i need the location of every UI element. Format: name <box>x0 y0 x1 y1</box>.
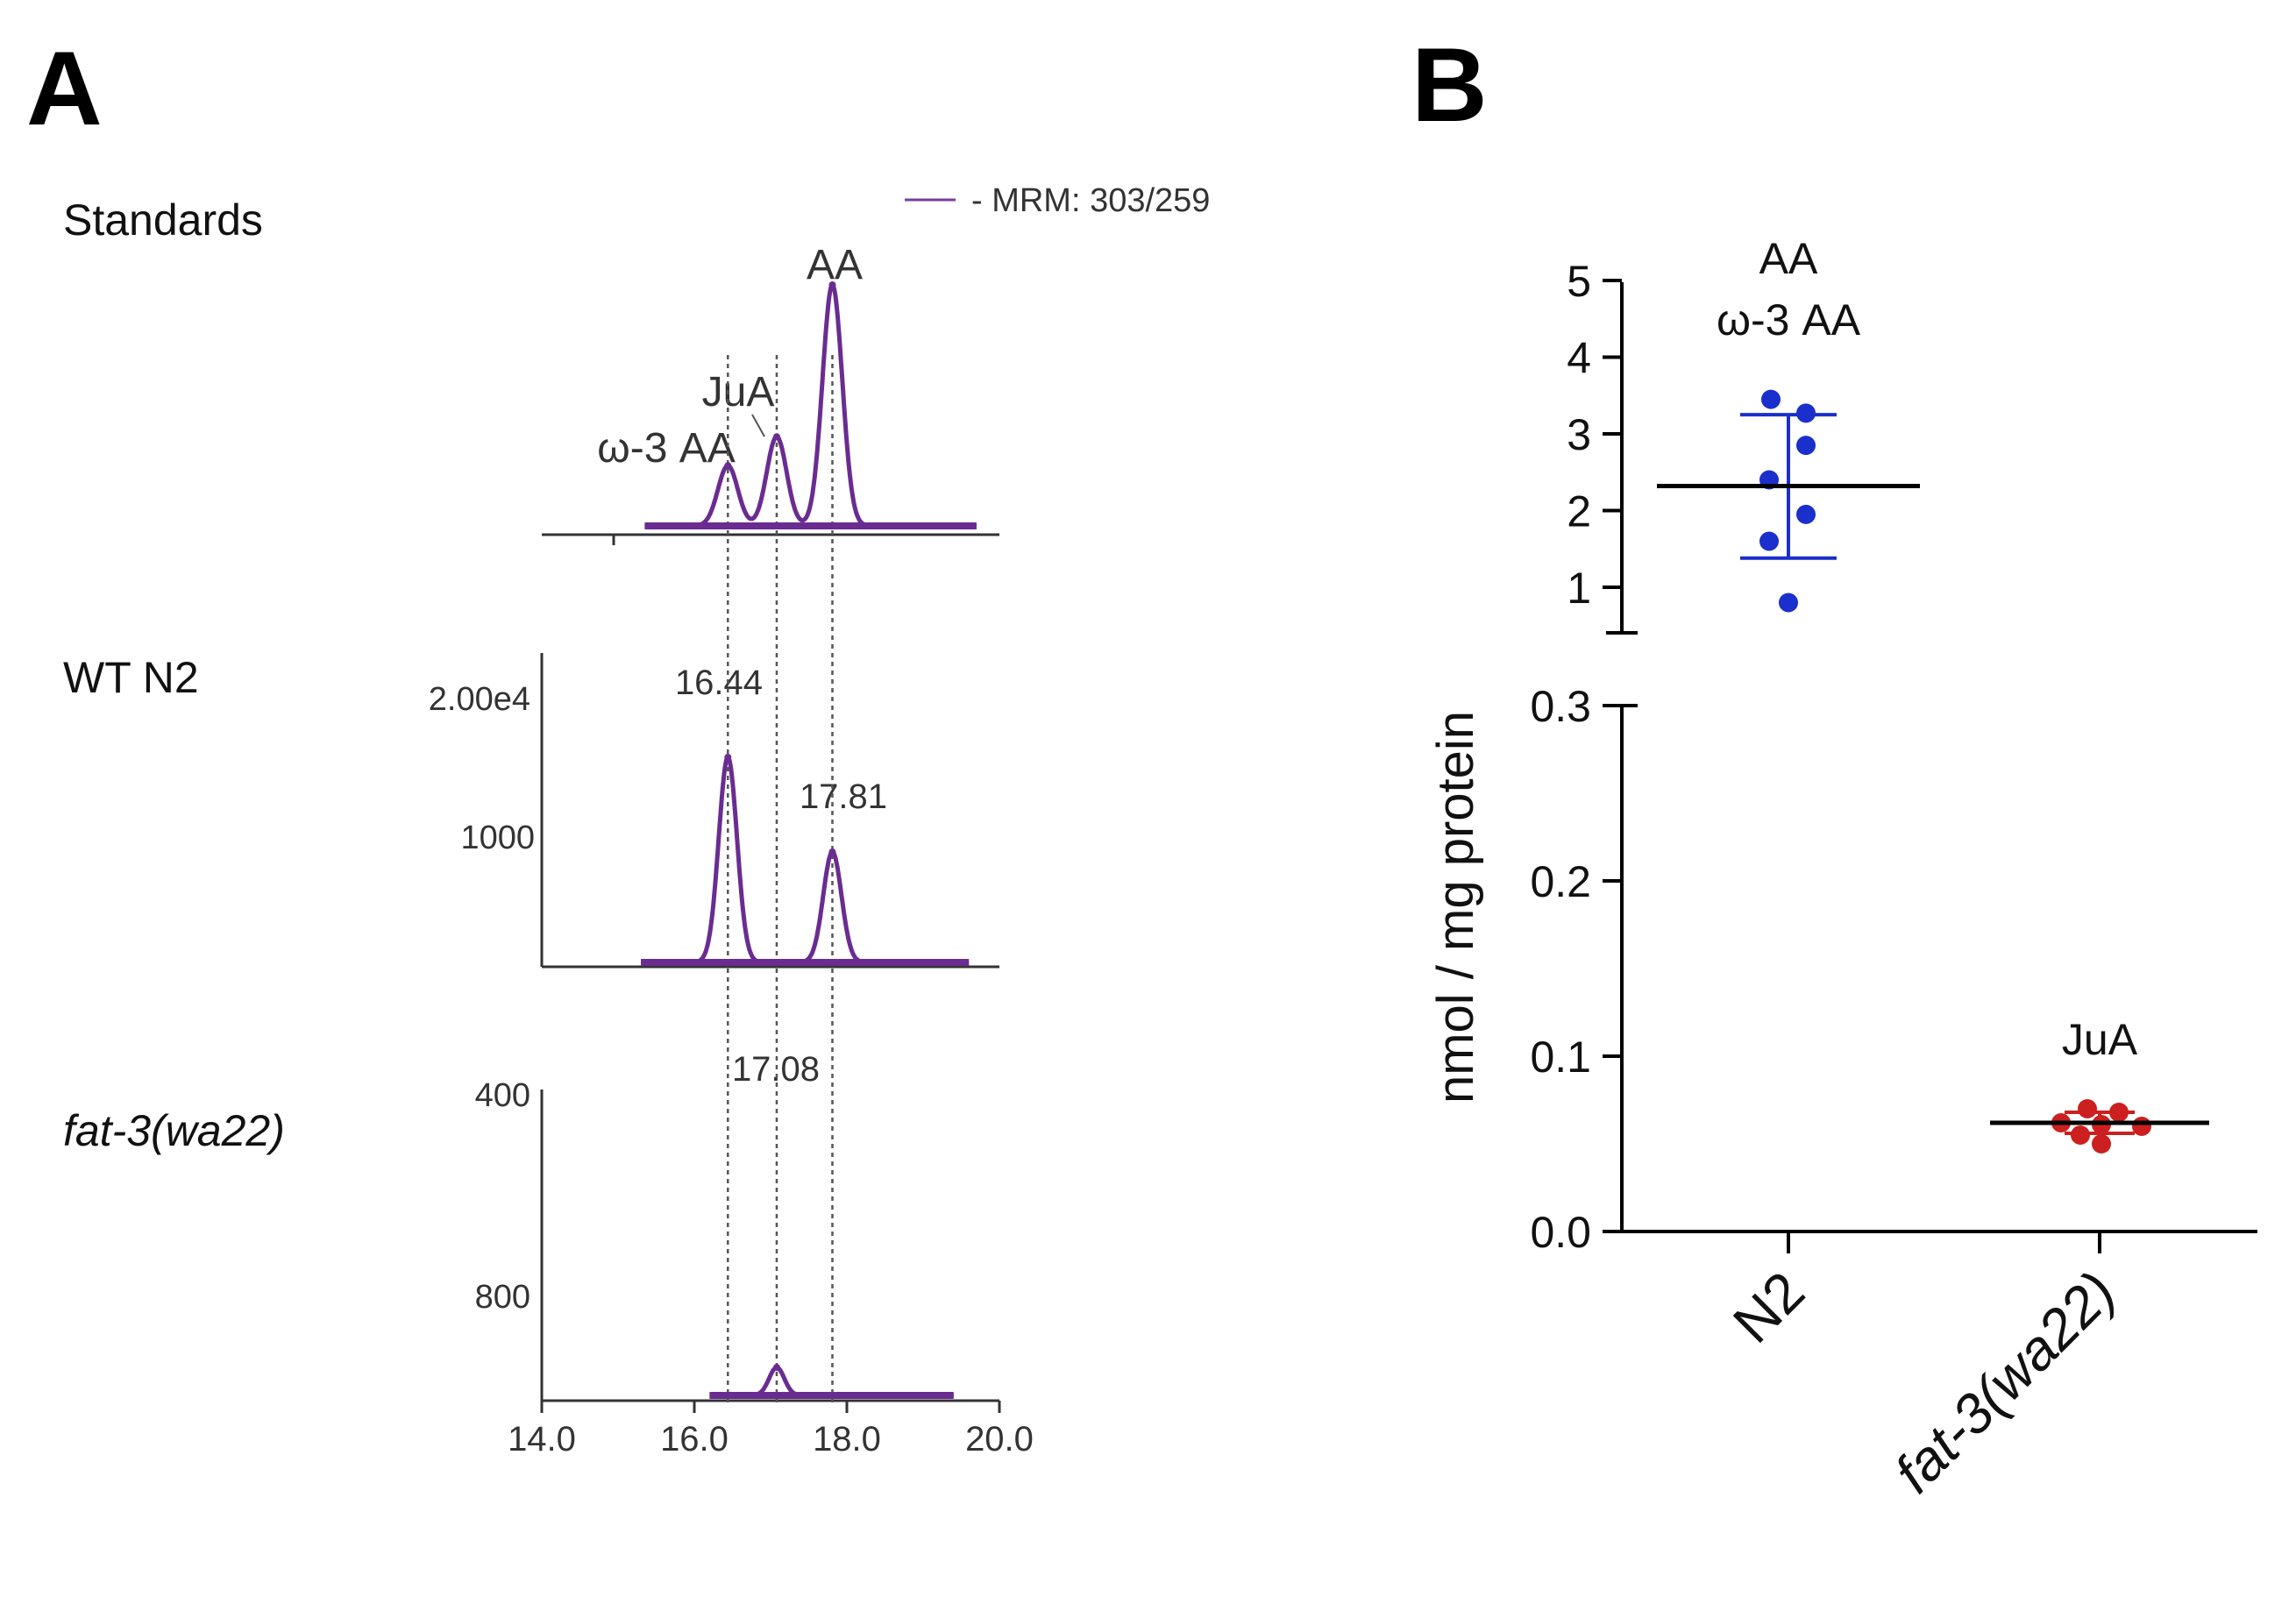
data-point <box>1796 436 1816 456</box>
legend-text: - MRM: 303/259 <box>971 182 1210 219</box>
x-tick-label: 16.0 <box>660 1420 729 1459</box>
group-N2: AA ω-3 AA <box>1657 234 1920 613</box>
data-point <box>1796 504 1816 524</box>
data-point <box>2071 1125 2090 1145</box>
trace-label-standards: Standards <box>63 195 263 245</box>
peak-apex <box>772 433 780 441</box>
wt-y-tick-2: 1000 <box>460 820 535 856</box>
trace-label-wt-n2: WT N2 <box>63 653 199 702</box>
data-point <box>2092 1134 2111 1153</box>
panel-label-a: A <box>26 30 103 147</box>
y-tick-label: 0.3 <box>1530 682 1591 731</box>
group-label: AA <box>1759 234 1818 283</box>
y-tick-label: 4 <box>1567 334 1591 383</box>
trace-label-fat3: fat-3(wa22) <box>63 1106 285 1155</box>
peak-label-17-81: 17.81 <box>800 777 887 816</box>
data-point <box>2078 1099 2097 1118</box>
y-tick-label: 1 <box>1567 564 1591 613</box>
data-point <box>1779 593 1798 613</box>
fat3-y-tick-2: 800 <box>475 1279 530 1316</box>
y-tick-label: 0.0 <box>1530 1208 1591 1257</box>
data-point <box>2132 1117 2151 1136</box>
data-point <box>1761 389 1781 409</box>
y-tick-label: 0.2 <box>1530 857 1591 906</box>
x-tick-label: 18.0 <box>813 1420 881 1459</box>
data-point <box>2109 1103 2129 1122</box>
y-tick-label: 2 <box>1567 487 1591 536</box>
scatter-panel: nmol / mg protein 1 2 3 4 5 0.0 0.1 0.2 0.3 N2 fat… <box>1427 234 2257 1505</box>
peak-apex <box>828 281 836 288</box>
wt-y-tick-1: 2.00e4 <box>429 681 530 718</box>
chromatogram-panel: - MRM: 303/259 Standards WT N2 fat-3(wa2… <box>63 182 1210 1459</box>
y-tick-label: 0.1 <box>1530 1033 1591 1082</box>
peak-apex <box>724 754 732 761</box>
y-tick-label: 3 <box>1567 410 1591 459</box>
peak-apex <box>828 848 836 855</box>
fat3-y-tick-1: 400 <box>475 1077 530 1114</box>
category-label: N2 <box>1721 1260 1816 1355</box>
jua-pointer <box>751 414 765 437</box>
peak-apex <box>772 1364 780 1372</box>
peak-label-jua: JuA <box>702 369 775 415</box>
data-point <box>1759 531 1779 551</box>
x-tick-label: 14.0 <box>508 1420 576 1459</box>
data-point <box>1796 403 1816 423</box>
group-fat-3(wa22): JuA <box>1990 1015 2209 1153</box>
group-label: ω-3 AA <box>1717 295 1861 344</box>
y-tick-label: 5 <box>1567 257 1591 306</box>
x-tick-label: 20.0 <box>965 1420 1034 1459</box>
peak-label-16-44: 16.44 <box>675 664 763 702</box>
group-label: JuA <box>2062 1015 2138 1064</box>
panel-label-b: B <box>1411 26 1488 144</box>
peak-label-w3aa: ω-3 AA <box>597 425 736 472</box>
peak-apex <box>724 462 732 470</box>
category-label: fat-3(wa22) <box>1882 1260 2128 1505</box>
y-axis-label: nmol / mg protein <box>1427 711 1484 1104</box>
peak-label-aa: AA <box>807 242 863 288</box>
standards-trace <box>644 281 977 529</box>
